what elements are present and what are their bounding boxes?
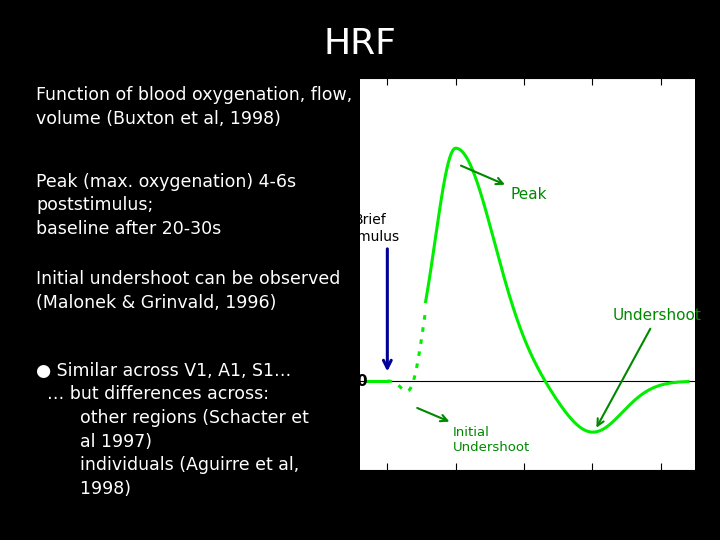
Text: Function of blood oxygenation, flow,
volume (Buxton et al, 1998): Function of blood oxygenation, flow, vol… (36, 86, 352, 128)
Text: Peak: Peak (461, 166, 546, 202)
Text: ● Similar across V1, A1, S1…
  … but differences across:
        other regions (: ● Similar across V1, A1, S1… … but diffe… (36, 362, 309, 498)
Text: Undershoot: Undershoot (598, 308, 702, 426)
Text: Initial undershoot can be observed
(Malonek & Grinvald, 1996): Initial undershoot can be observed (Malo… (36, 270, 341, 312)
Text: Initial
Undershoot: Initial Undershoot (417, 408, 530, 454)
Text: Brief
Stimulus: Brief Stimulus (340, 213, 400, 244)
Text: HRF: HRF (323, 27, 397, 61)
Text: PST (s): PST (s) (667, 498, 715, 512)
Text: 0: 0 (356, 374, 366, 389)
Text: Peak (max. oxygenation) 4-6s
poststimulus;
baseline after 20-30s: Peak (max. oxygenation) 4-6s poststimulu… (36, 173, 296, 238)
